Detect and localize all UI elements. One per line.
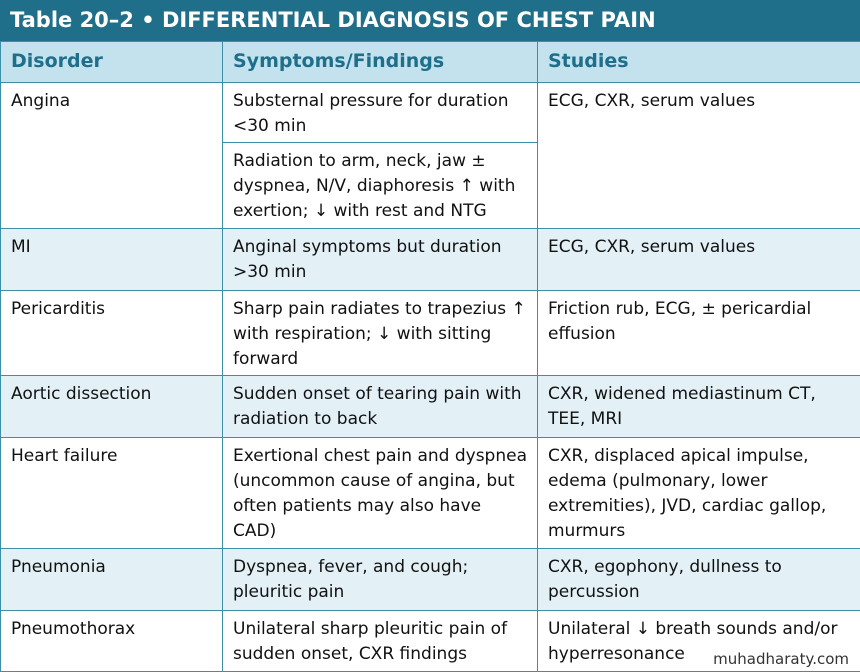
disorder-cell: Pneumonia xyxy=(1,549,223,611)
studies-cell: CXR, displaced apical impulse, edema (pu… xyxy=(538,438,860,549)
studies-cell: ECG, CXR, serum values xyxy=(538,83,860,229)
findings-cell: Dyspnea, fever, and cough; pleuritic pai… xyxy=(223,549,538,611)
disorder-cell: Heart failure xyxy=(1,438,223,549)
disorder-cell: Aortic dissection xyxy=(1,376,223,438)
column-header: Studies xyxy=(538,42,860,83)
findings-cell: Anginal symptoms but duration >30 min xyxy=(223,229,538,291)
studies-cell: ECG, CXR, serum values xyxy=(538,229,860,291)
findings-cell: Sudden onset of tearing pain with radiat… xyxy=(223,376,538,438)
findings-cell: Exertional chest pain and dyspnea (uncom… xyxy=(223,438,538,549)
disorder-cell: Angina xyxy=(1,83,223,229)
column-header: Disorder xyxy=(1,42,223,83)
findings-cell: Sharp pain radiates to trapezius ↑ with … xyxy=(223,291,538,376)
studies-cell: Friction rub, ECG, ± pericardial effusio… xyxy=(538,291,860,376)
header-row: Disorder Symptoms/Findings Studies xyxy=(1,42,860,83)
findings-cell: Radiation to arm, neck, jaw ± dyspnea, N… xyxy=(223,143,538,229)
column-header: Symptoms/Findings xyxy=(223,42,538,83)
studies-cell: CXR, egophony, dullness to percussion xyxy=(538,549,860,611)
findings-cell: Substernal pressure for duration <30 min xyxy=(223,83,538,143)
disorder-cell: Pericarditis xyxy=(1,291,223,376)
studies-cell: CXR, widened mediastinum CT, TEE, MRI xyxy=(538,376,860,438)
table-title: Table 20–2 • DIFFERENTIAL DIAGNOSIS OF C… xyxy=(0,0,860,41)
table: Disorder Symptoms/Findings Studies Angin… xyxy=(0,41,860,672)
disorder-cell: MI xyxy=(1,229,223,291)
disorder-cell: Pneumothorax xyxy=(1,611,223,672)
watermark: muhadharaty.com xyxy=(710,650,852,668)
findings-cell: Unilateral sharp pleuritic pain of sudde… xyxy=(223,611,538,672)
